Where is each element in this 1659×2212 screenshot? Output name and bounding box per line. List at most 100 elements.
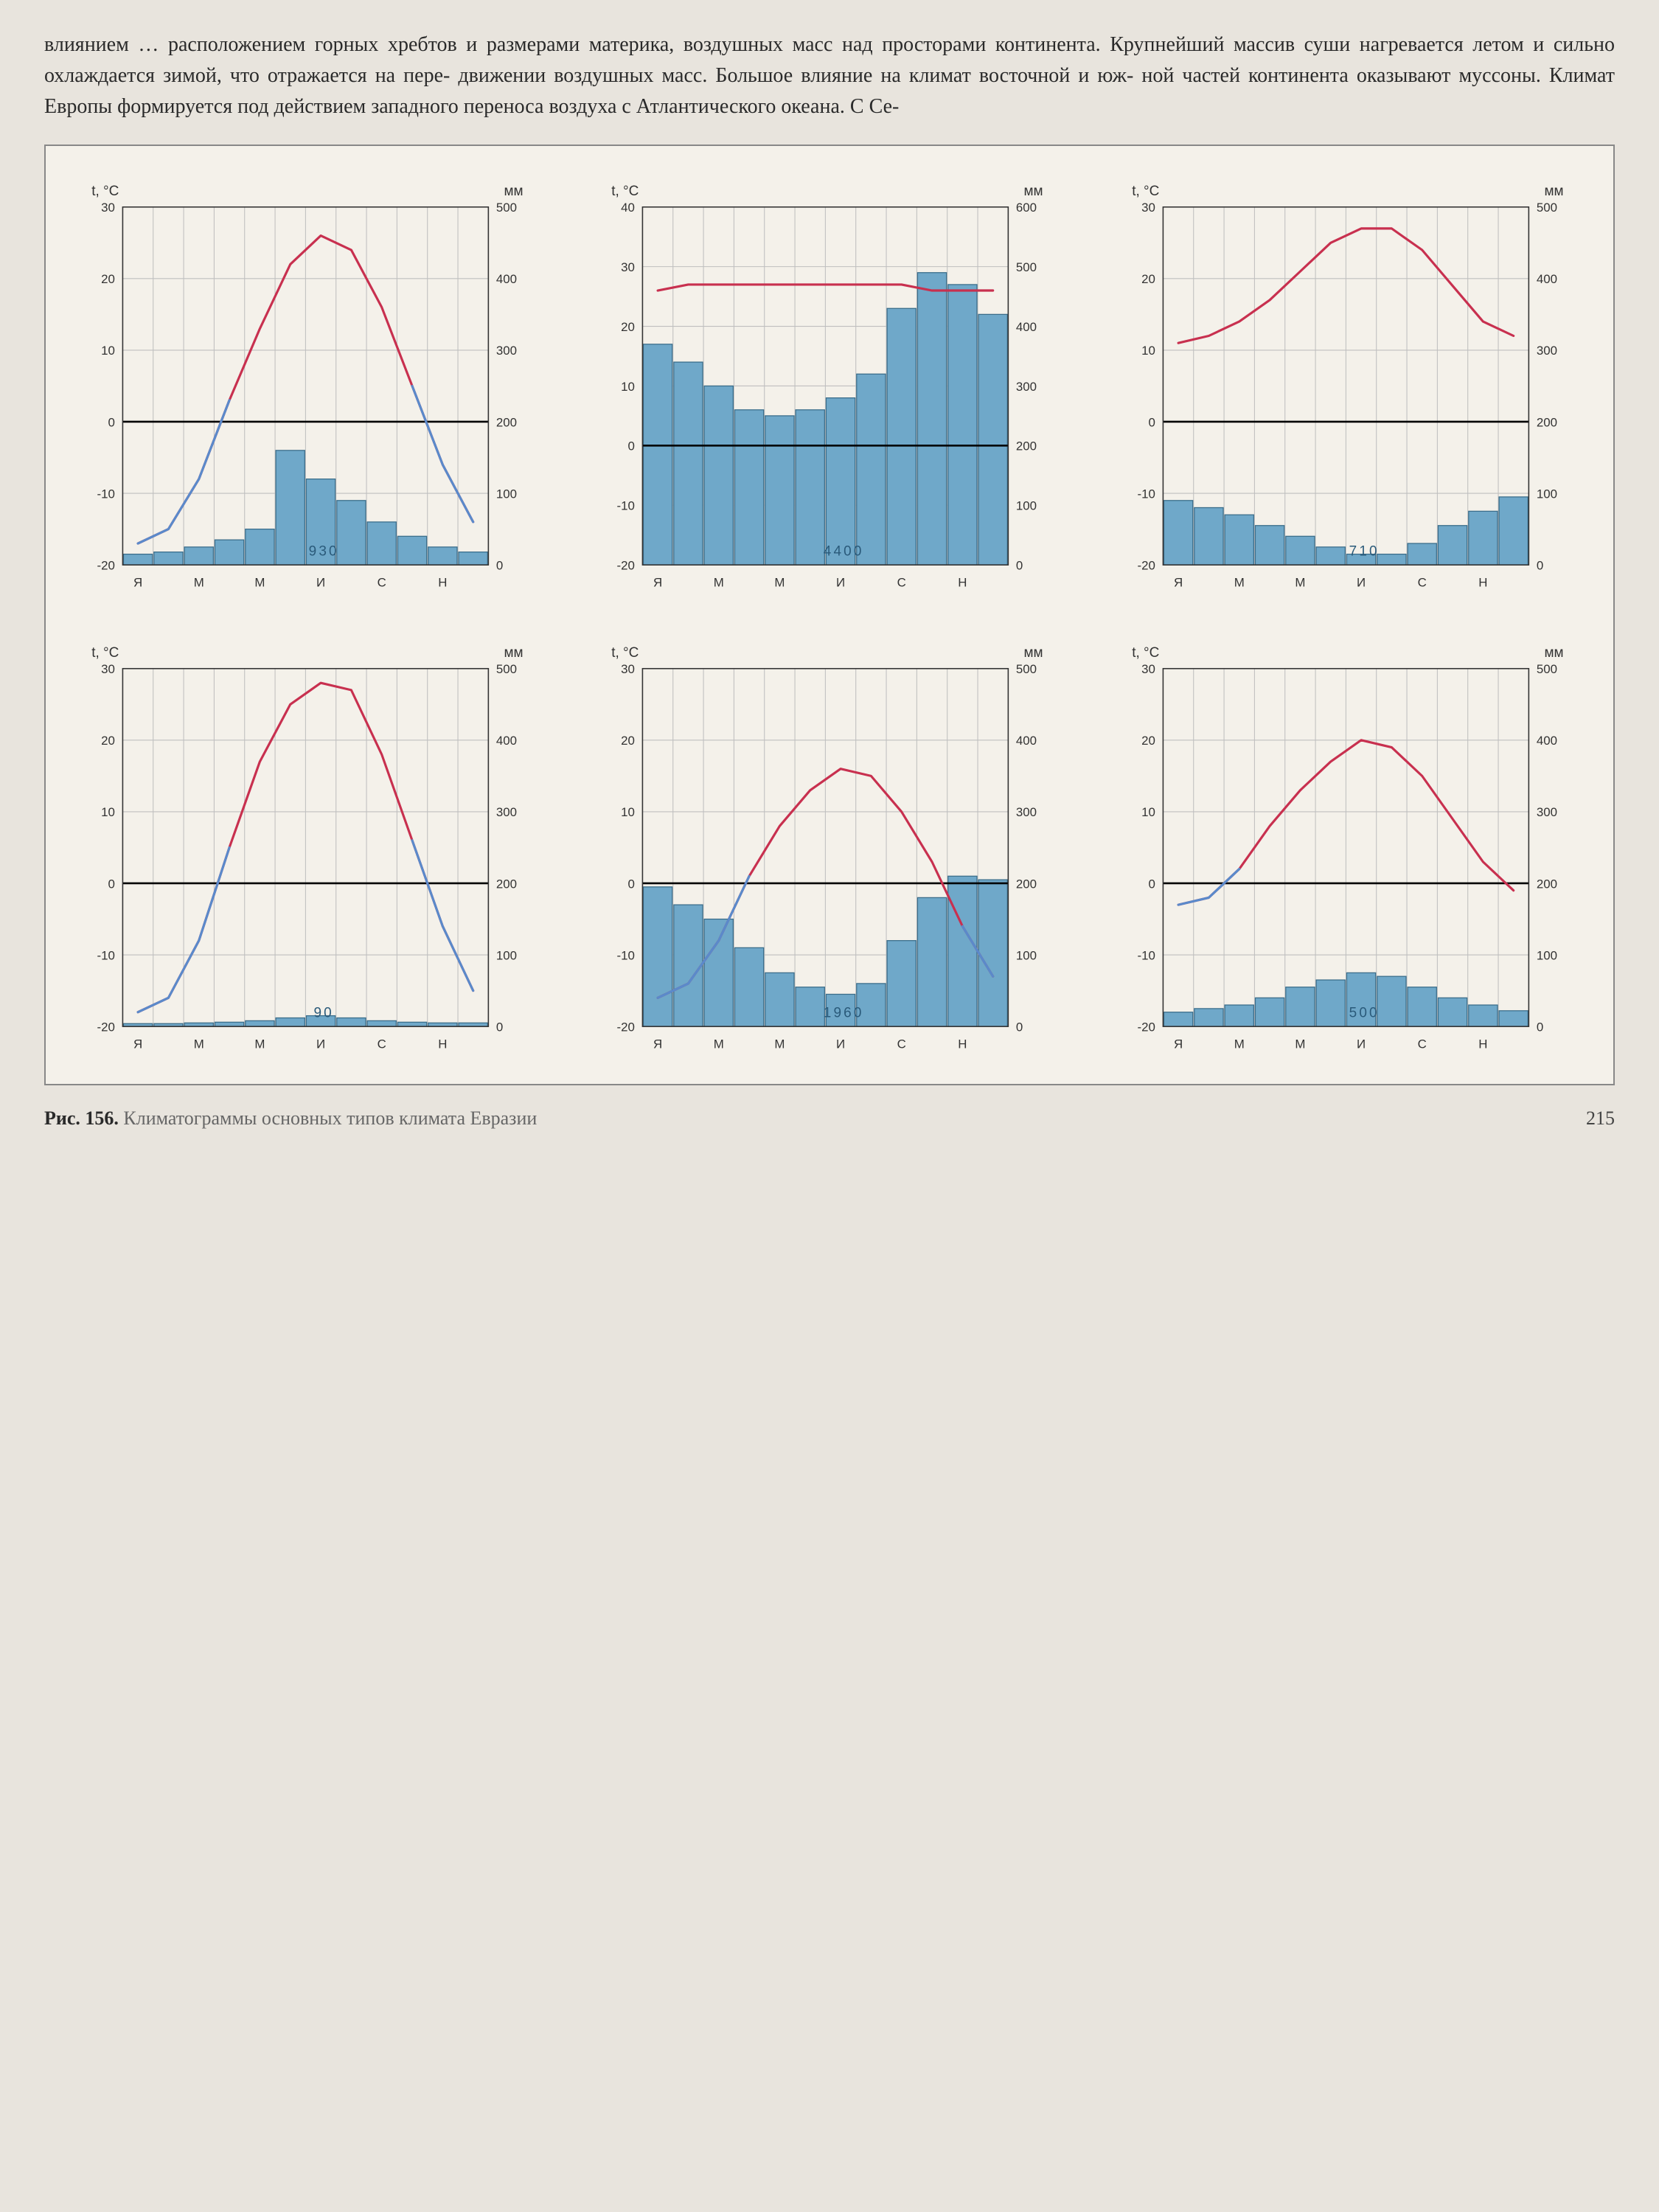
- climatogram-5: -20-1001020300100200300400500t, °CммЯММИ…: [580, 630, 1078, 1069]
- svg-text:0: 0: [1148, 877, 1155, 891]
- svg-text:710: 710: [1349, 543, 1379, 559]
- svg-text:300: 300: [1016, 380, 1037, 394]
- svg-text:10: 10: [101, 805, 115, 819]
- svg-text:t, °C: t, °C: [91, 184, 119, 199]
- svg-text:4400: 4400: [824, 543, 864, 559]
- svg-text:М: М: [714, 576, 724, 590]
- svg-text:Н: Н: [438, 1037, 447, 1051]
- svg-text:Я: Я: [133, 1037, 142, 1051]
- svg-text:100: 100: [496, 487, 517, 501]
- svg-text:С: С: [897, 576, 906, 590]
- svg-text:-20: -20: [1137, 558, 1155, 572]
- svg-text:Н: Н: [1478, 576, 1487, 590]
- svg-text:300: 300: [496, 344, 517, 358]
- svg-text:-10: -10: [617, 948, 635, 962]
- svg-text:И: И: [836, 576, 845, 590]
- svg-text:t, °C: t, °C: [1132, 645, 1159, 661]
- svg-text:мм: мм: [1544, 645, 1563, 661]
- svg-text:400: 400: [1016, 734, 1037, 748]
- svg-text:400: 400: [1537, 734, 1557, 748]
- climatogram-1: -20-1001020300100200300400500t, °CммЯММИ…: [60, 168, 558, 608]
- svg-text:100: 100: [1016, 499, 1037, 513]
- svg-text:200: 200: [496, 415, 517, 429]
- svg-text:М: М: [194, 576, 204, 590]
- svg-text:500: 500: [1349, 1005, 1379, 1020]
- svg-text:Н: Н: [959, 576, 967, 590]
- svg-text:Я: Я: [653, 1037, 662, 1051]
- svg-text:500: 500: [1016, 662, 1037, 676]
- svg-text:300: 300: [496, 805, 517, 819]
- svg-text:300: 300: [1016, 805, 1037, 819]
- svg-text:30: 30: [621, 260, 635, 274]
- svg-text:Н: Н: [438, 576, 447, 590]
- svg-text:-20: -20: [617, 1020, 635, 1034]
- svg-text:t, °C: t, °C: [91, 645, 119, 661]
- svg-text:10: 10: [621, 380, 635, 394]
- svg-text:М: М: [254, 1037, 265, 1051]
- svg-text:0: 0: [1148, 415, 1155, 429]
- svg-text:мм: мм: [1544, 184, 1563, 199]
- caption-label: Рис. 156.: [44, 1107, 119, 1129]
- svg-text:Я: Я: [653, 576, 662, 590]
- svg-text:мм: мм: [1024, 645, 1043, 661]
- svg-text:t, °C: t, °C: [612, 184, 639, 199]
- svg-text:500: 500: [1016, 260, 1037, 274]
- svg-text:20: 20: [101, 734, 115, 748]
- svg-text:500: 500: [496, 201, 517, 215]
- svg-text:30: 30: [1141, 201, 1155, 215]
- svg-text:500: 500: [1537, 201, 1557, 215]
- svg-text:0: 0: [108, 877, 114, 891]
- svg-text:С: С: [378, 1037, 386, 1051]
- svg-text:10: 10: [1141, 805, 1155, 819]
- svg-text:И: И: [316, 1037, 325, 1051]
- climatogram-grid: -20-1001020300100200300400500t, °CммЯММИ…: [60, 168, 1599, 1069]
- svg-text:100: 100: [1537, 487, 1557, 501]
- caption-text: Климатограммы основных типов климата Евр…: [123, 1107, 537, 1129]
- svg-text:М: М: [775, 576, 785, 590]
- svg-text:30: 30: [101, 662, 115, 676]
- svg-text:-10: -10: [97, 487, 114, 501]
- svg-text:300: 300: [1537, 344, 1557, 358]
- svg-text:С: С: [1417, 576, 1426, 590]
- svg-text:400: 400: [1537, 272, 1557, 286]
- svg-text:10: 10: [621, 805, 635, 819]
- svg-text:300: 300: [1537, 805, 1557, 819]
- svg-text:t, °C: t, °C: [1132, 184, 1159, 199]
- svg-text:И: И: [836, 1037, 845, 1051]
- svg-text:С: С: [897, 1037, 906, 1051]
- svg-text:мм: мм: [504, 184, 523, 199]
- svg-text:-20: -20: [97, 558, 114, 572]
- svg-text:200: 200: [1016, 439, 1037, 453]
- svg-text:И: И: [316, 576, 325, 590]
- svg-text:400: 400: [496, 734, 517, 748]
- svg-text:-10: -10: [1137, 487, 1155, 501]
- svg-text:200: 200: [1016, 877, 1037, 891]
- page-number: 215: [1586, 1107, 1615, 1130]
- svg-text:400: 400: [1016, 320, 1037, 334]
- svg-text:М: М: [1234, 576, 1244, 590]
- svg-text:30: 30: [1141, 662, 1155, 676]
- svg-text:930: 930: [309, 543, 339, 559]
- svg-text:30: 30: [101, 201, 115, 215]
- svg-text:10: 10: [1141, 344, 1155, 358]
- svg-text:0: 0: [628, 877, 635, 891]
- svg-text:400: 400: [496, 272, 517, 286]
- svg-text:-20: -20: [97, 1020, 114, 1034]
- climatogram-3: -20-1001020300100200300400500t, °CммЯММИ…: [1101, 168, 1599, 608]
- svg-text:-10: -10: [617, 499, 635, 513]
- svg-text:20: 20: [101, 272, 115, 286]
- svg-text:М: М: [1295, 576, 1305, 590]
- svg-text:200: 200: [1537, 877, 1557, 891]
- svg-text:С: С: [1417, 1037, 1426, 1051]
- svg-text:М: М: [194, 1037, 204, 1051]
- svg-text:0: 0: [496, 558, 503, 572]
- svg-text:М: М: [1234, 1037, 1244, 1051]
- svg-text:Н: Н: [959, 1037, 967, 1051]
- climatogram-2: -20-100102030400100200300400500600t, °Cм…: [580, 168, 1078, 608]
- svg-text:100: 100: [1537, 948, 1557, 962]
- svg-text:500: 500: [1537, 662, 1557, 676]
- svg-text:0: 0: [1537, 1020, 1543, 1034]
- svg-text:90: 90: [313, 1005, 333, 1020]
- svg-text:М: М: [775, 1037, 785, 1051]
- svg-text:200: 200: [496, 877, 517, 891]
